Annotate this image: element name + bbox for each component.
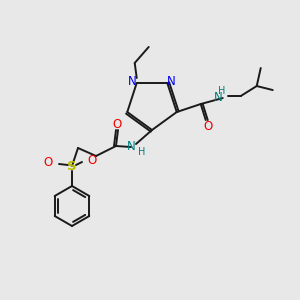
Text: O: O — [203, 119, 212, 133]
Text: H: H — [218, 86, 225, 96]
Text: N: N — [167, 76, 176, 88]
Text: O: O — [112, 118, 122, 130]
Text: N: N — [214, 91, 223, 103]
Text: N: N — [128, 76, 137, 88]
Text: O: O — [87, 154, 97, 167]
Text: S: S — [67, 160, 77, 172]
Text: H: H — [138, 147, 146, 157]
Text: O: O — [44, 157, 52, 169]
Text: N: N — [127, 140, 135, 154]
